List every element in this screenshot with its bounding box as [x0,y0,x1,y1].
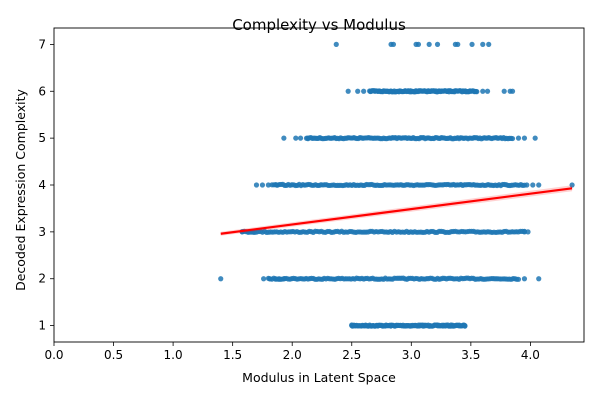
data-point [276,276,282,282]
data-point [434,41,441,48]
series-complexity-4 [253,181,575,189]
data-point [383,323,389,329]
regression-line [220,187,573,235]
data-point [509,88,516,94]
data-point [388,323,394,329]
data-point [536,182,542,188]
data-point [345,88,351,94]
x-tick-label: 3.0 [402,348,421,362]
data-point [532,135,538,141]
data-point [449,323,455,329]
y-tick-label: 7 [38,37,46,51]
data-point [536,276,542,282]
data-point [281,135,287,141]
x-tick-label: 4.0 [521,348,540,362]
chart-title: Complexity vs Modulus [232,16,406,34]
data-point [272,276,279,282]
y-tick-label: 6 [38,84,46,98]
data-point [403,323,410,329]
data-point [363,323,369,329]
data-point [530,182,536,188]
data-point [521,135,528,141]
x-tick-label: 0.5 [104,348,123,362]
data-point [361,88,367,94]
data-point [265,182,271,188]
data-point [469,41,475,48]
data-point [274,182,280,188]
data-point [333,41,339,48]
series-complexity-3 [239,228,531,236]
data-point [524,182,530,188]
data-point [434,323,441,329]
y-tick-label: 5 [38,131,46,145]
data-point [455,41,461,48]
y-tick-label: 4 [38,178,46,192]
data-point [297,135,304,141]
data-point [525,229,531,235]
x-tick-label: 2.5 [342,348,361,362]
series-complexity-6 [345,88,516,95]
y-axis-label: Decoded Expression Complexity [13,89,28,291]
data-point [521,276,528,282]
data-point [253,182,260,188]
data-point [515,276,522,282]
y-axis-ticks: 1 2 3 4 5 6 7 [38,37,54,333]
data-point [412,323,418,329]
data-point [261,276,267,282]
data-point [480,88,486,94]
data-point [293,135,299,141]
data-point [462,323,468,329]
x-tick-label: 0.0 [44,348,63,362]
x-tick-label: 3.5 [461,348,480,362]
data-point [259,182,266,188]
data-point [427,323,433,329]
x-tick-label: 2.0 [283,348,302,362]
data-point [375,323,381,329]
regression-layer [220,185,573,236]
x-axis-label: Modulus in Latent Space [242,370,396,385]
y-tick-label: 2 [38,272,46,286]
data-point [266,276,273,282]
data-point [509,135,516,142]
data-point [218,276,224,282]
data-point [515,135,522,141]
data-point [569,182,575,188]
data-point [419,323,425,329]
data-point [355,88,361,94]
series-complexity-7 [333,41,492,48]
data-point [281,276,287,282]
data-point [480,41,486,48]
series-complexity-2 [218,275,542,282]
data-point [370,323,376,329]
series-complexity-1 [349,322,468,329]
x-tick-label: 1.5 [223,348,242,362]
data-point [305,135,311,141]
data-point [474,89,480,95]
data-point [349,323,355,329]
data-point [521,229,528,235]
data-point [484,88,491,94]
points-layer [218,41,575,329]
data-point [352,323,358,329]
data-point [415,41,422,48]
data-point [426,41,432,48]
data-point [486,41,492,48]
y-tick-label: 3 [38,225,46,239]
data-point [456,323,462,329]
data-point [501,88,507,94]
x-axis-ticks: 0.0 0.5 1.0 1.5 2.0 2.5 3.0 3.5 4.0 [44,342,540,362]
data-point [440,323,447,329]
series-complexity-5 [281,134,538,142]
data-point [390,41,397,48]
x-tick-label: 1.0 [164,348,183,362]
y-tick-label: 1 [38,319,46,333]
